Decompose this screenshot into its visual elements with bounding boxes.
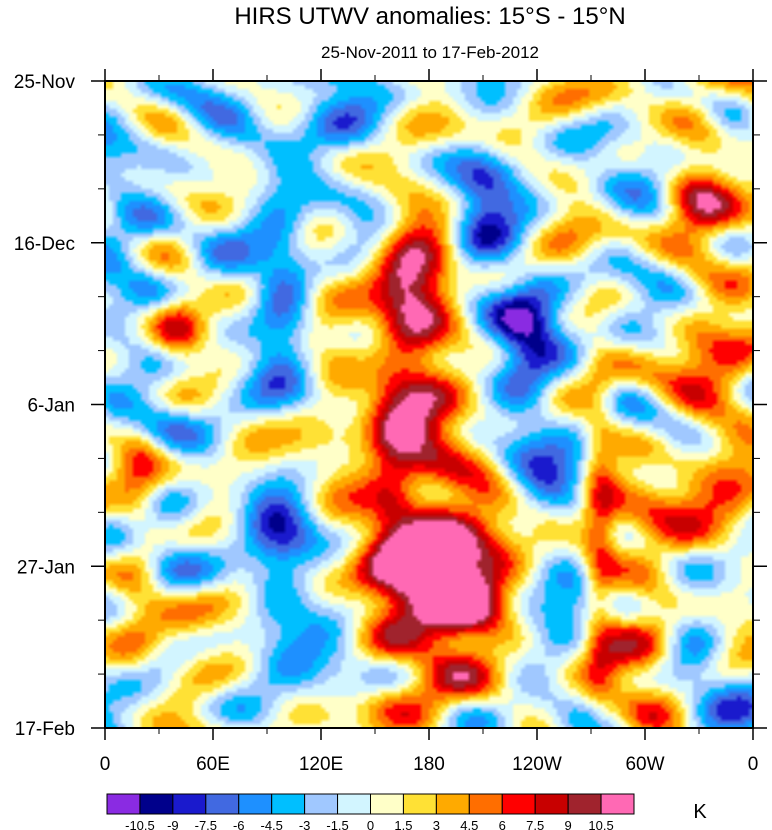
x-tick-label: 120W <box>512 754 562 775</box>
colorbar-swatch <box>567 793 602 815</box>
colorbar-swatch <box>435 793 470 815</box>
colorbar-level-label: -9 <box>167 818 179 830</box>
colorbar-swatch <box>534 793 569 815</box>
colorbar-swatch <box>501 793 536 815</box>
colorbar-level-label: -3 <box>299 818 311 830</box>
x-tick-label: 60W <box>625 754 664 775</box>
colorbar-swatch <box>106 793 141 815</box>
chart-subtitle: 25-Nov-2011 to 17-Feb-2012 <box>321 43 539 62</box>
y-tick-label: 16-Dec <box>14 234 75 255</box>
colorbar-swatch <box>304 793 339 815</box>
colorbar-swatch <box>337 793 371 815</box>
colorbar-level-label: -6 <box>233 818 245 830</box>
colorbar-swatch <box>370 793 404 815</box>
colorbar-swatch <box>205 793 240 815</box>
axis-ticks: 0 60E 120E 180 120W 60W 0 25-Nov 16-Dec 6-Jan 27-J… <box>14 69 767 775</box>
colorbar-level-label: 4.5 <box>460 818 478 830</box>
colorbar-swatch <box>468 793 503 815</box>
colorbar-level-label: 7.5 <box>526 818 544 830</box>
colorbar-level-label: -7.5 <box>195 818 217 830</box>
heatmap-image <box>105 81 753 728</box>
y-tick-label: 25-Nov <box>14 72 76 93</box>
colorbar-level-label: 3 <box>433 818 440 830</box>
colorbar-level-label: 0 <box>367 818 374 830</box>
heatmap-field <box>105 81 753 728</box>
colorbar: -10.5 -9 -7.5 -6 -4.5 -3 -1.5 0 1.5 3 4.5 6 7.5 9 10.5 <box>106 793 635 830</box>
x-tick-label: 0 <box>100 754 111 775</box>
x-tick-label: 0 <box>748 754 759 775</box>
colorbar-level-label: -1.5 <box>326 818 348 830</box>
colorbar-level-label: 6 <box>499 818 506 830</box>
colorbar-swatch <box>271 793 306 815</box>
x-tick-label: 180 <box>413 754 445 775</box>
x-tick-label: 60E <box>196 754 230 775</box>
y-tick-label: 6-Jan <box>27 396 75 417</box>
colorbar-swatch <box>238 793 273 815</box>
colorbar-level-label: -4.5 <box>260 818 282 830</box>
x-tick-label: 120E <box>299 754 343 775</box>
colorbar-level-label: -10.5 <box>125 818 155 830</box>
colorbar-level-label: 9 <box>565 818 572 830</box>
colorbar-swatch <box>139 793 174 815</box>
colorbar-level-label: 1.5 <box>394 818 412 830</box>
chart-title: HIRS UTWV anomalies: 15°S - 15°N <box>234 3 625 30</box>
y-tick-label: 17-Feb <box>15 719 75 740</box>
colorbar-level-label: 10.5 <box>588 818 613 830</box>
y-tick-label: 27-Jan <box>17 557 75 578</box>
colorbar-swatch <box>600 793 635 815</box>
colorbar-unit-label: K <box>693 801 707 823</box>
colorbar-swatch <box>402 793 437 815</box>
colorbar-swatch <box>172 793 207 815</box>
